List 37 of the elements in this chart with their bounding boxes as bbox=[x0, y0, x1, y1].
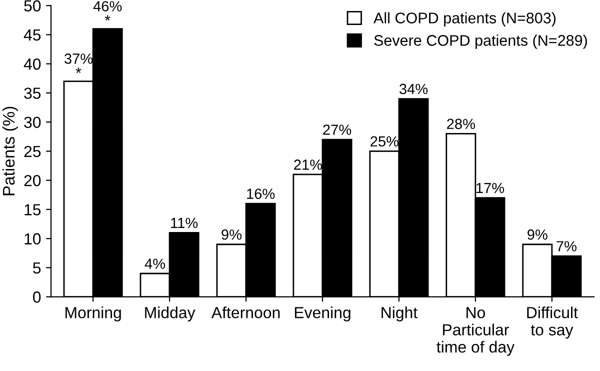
annotation: * bbox=[104, 15, 110, 21]
data-label: 37% bbox=[64, 54, 93, 64]
data-label: 34% bbox=[399, 84, 428, 94]
y-tick-label: 40 bbox=[24, 58, 41, 70]
data-label: 16% bbox=[247, 188, 275, 199]
legend-label: Severe COPD patients (N=289) bbox=[374, 34, 587, 49]
x-tick-label: No Particular time of day bbox=[436, 307, 514, 356]
data-label: 9% bbox=[528, 229, 548, 240]
y-tick-label: 35 bbox=[24, 88, 41, 99]
y-tick-label: 30 bbox=[24, 116, 41, 128]
annotation: * bbox=[76, 68, 82, 73]
data-label: 21% bbox=[294, 160, 322, 170]
data-label: 28% bbox=[447, 118, 476, 130]
x-tick-label: Night bbox=[382, 306, 418, 322]
data-label: 9% bbox=[222, 229, 242, 240]
x-tick-label: Difficult to say bbox=[527, 306, 578, 339]
data-label: 27% bbox=[323, 124, 352, 135]
y-axis-title: Patients (%) bbox=[2, 106, 18, 196]
y-tick-label: 15 bbox=[24, 204, 41, 216]
y-tick-label: 45 bbox=[24, 29, 41, 41]
data-label: 46% bbox=[93, 1, 122, 12]
data-label: 25% bbox=[370, 136, 399, 147]
data-label: 7% bbox=[556, 241, 576, 252]
y-tick-label: 50 bbox=[24, 0, 41, 12]
data-label: 4% bbox=[144, 258, 166, 269]
legend-label: All COPD patients (N=803) bbox=[374, 12, 556, 26]
y-tick-label: 20 bbox=[24, 174, 41, 186]
x-tick-label: Afternoon bbox=[211, 306, 280, 318]
x-tick-label: Evening bbox=[294, 306, 350, 322]
data-label: 11% bbox=[171, 218, 198, 228]
y-tick-label: 5 bbox=[33, 262, 41, 274]
y-tick-label: 10 bbox=[24, 233, 41, 244]
x-tick-label: Midday bbox=[145, 306, 196, 322]
y-tick-label: 0 bbox=[33, 291, 41, 303]
data-label: 17% bbox=[476, 182, 504, 194]
y-tick-label: 25 bbox=[24, 146, 41, 158]
x-tick-label: Morning bbox=[66, 306, 121, 322]
